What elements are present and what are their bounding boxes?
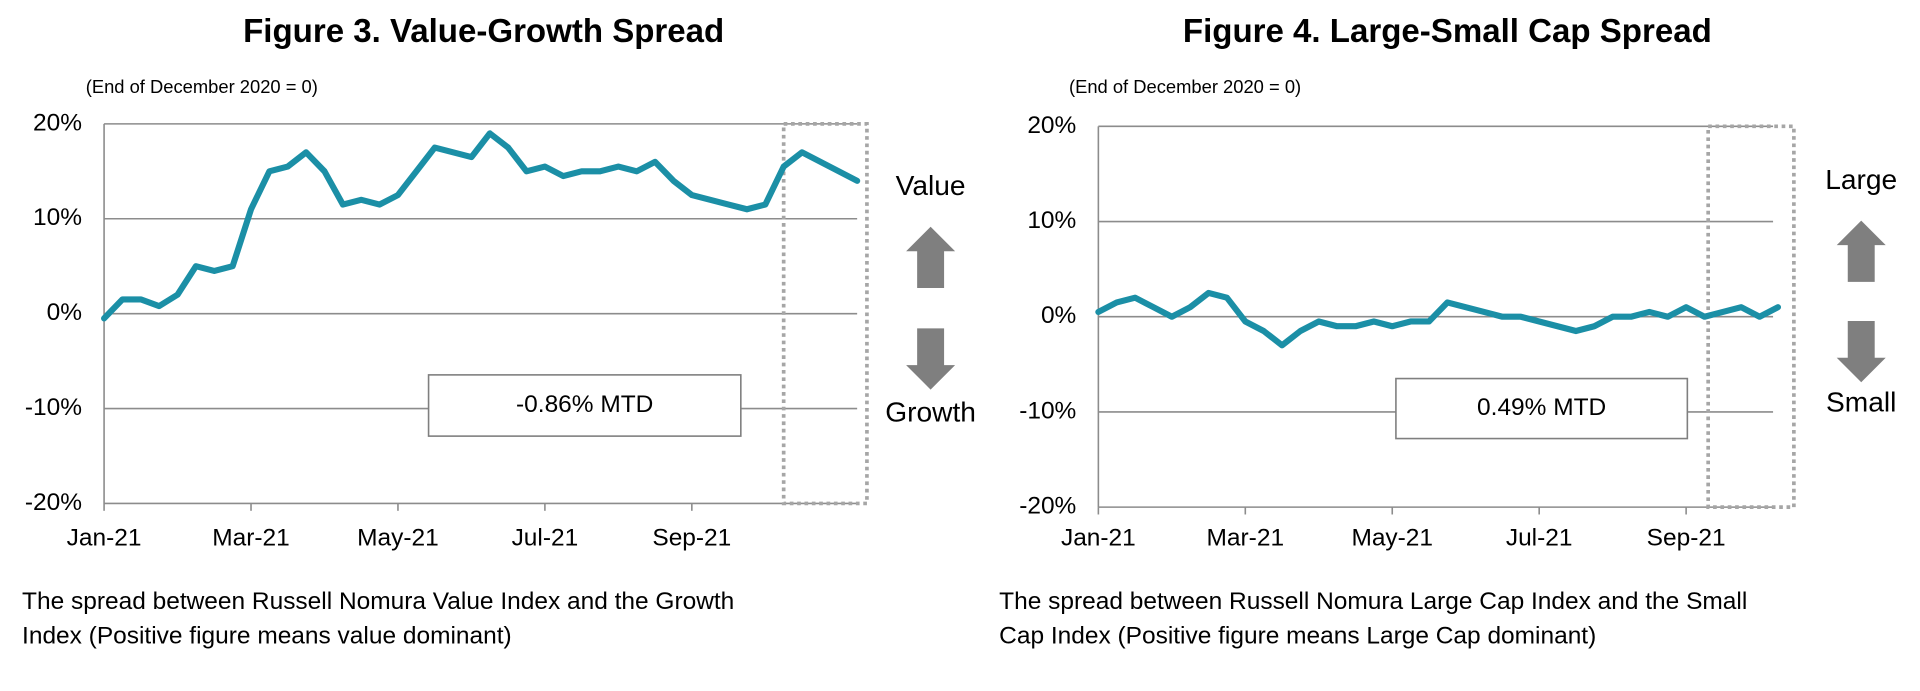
lower-label: Small xyxy=(1826,387,1896,418)
x-tick-label: May-21 xyxy=(1351,524,1433,551)
x-tick-label: Jan-21 xyxy=(67,524,142,551)
y-tick-label: 0% xyxy=(47,299,82,326)
caption: The spread between Russell Nomura Large … xyxy=(999,588,1747,615)
up-arrow xyxy=(1836,220,1886,282)
x-tick-label: May-21 xyxy=(357,524,439,551)
y-tick-label: 10% xyxy=(1027,207,1076,234)
y-tick-label: 10% xyxy=(33,204,82,231)
x-tick-label: Jan-21 xyxy=(1061,524,1136,551)
y-tick-label: -20% xyxy=(1019,493,1076,520)
down-arrow xyxy=(906,328,956,390)
chart-subtitle: (End of December 2020 = 0) xyxy=(86,76,318,97)
caption: Cap Index (Positive figure means Large C… xyxy=(999,622,1596,649)
x-tick-label: Mar-21 xyxy=(1207,524,1285,551)
data-line xyxy=(1095,289,1782,349)
caption: Index (Positive figure means value domin… xyxy=(22,622,512,649)
lower-label: Growth xyxy=(885,397,976,428)
chart-title: Figure 4. Large-Small Cap Spread xyxy=(1183,13,1712,50)
chart-title: Figure 3. Value-Growth Spread xyxy=(243,13,724,50)
chart-subtitle: (End of December 2020 = 0) xyxy=(1069,76,1301,97)
y-tick-label: 20% xyxy=(1027,112,1076,139)
annotation-box xyxy=(1395,377,1689,440)
x-tick-label: Sep-21 xyxy=(1647,524,1726,551)
y-tick-label: 0% xyxy=(1041,302,1076,329)
data-line xyxy=(101,130,861,322)
upper-label: Large xyxy=(1825,164,1897,195)
highlight-box xyxy=(781,122,869,506)
y-tick-label: 20% xyxy=(33,109,82,136)
caption: The spread between Russell Nomura Value … xyxy=(22,588,734,615)
x-tick-label: Jul-21 xyxy=(512,524,579,551)
y-tick-label: -10% xyxy=(1019,397,1076,424)
up-arrow xyxy=(906,226,956,288)
annotation: 0.49% MTD xyxy=(1477,394,1606,421)
upper-label: Value xyxy=(896,170,966,201)
x-tick-label: Jul-21 xyxy=(1506,524,1573,551)
y-tick-label: -10% xyxy=(25,394,82,421)
y-tick-label: -20% xyxy=(25,489,82,516)
annotation: -0.86% MTD xyxy=(516,391,653,418)
x-tick-label: Sep-21 xyxy=(652,524,731,551)
annotation-box xyxy=(427,374,742,437)
down-arrow xyxy=(1836,321,1886,383)
x-tick-label: Mar-21 xyxy=(212,524,290,551)
